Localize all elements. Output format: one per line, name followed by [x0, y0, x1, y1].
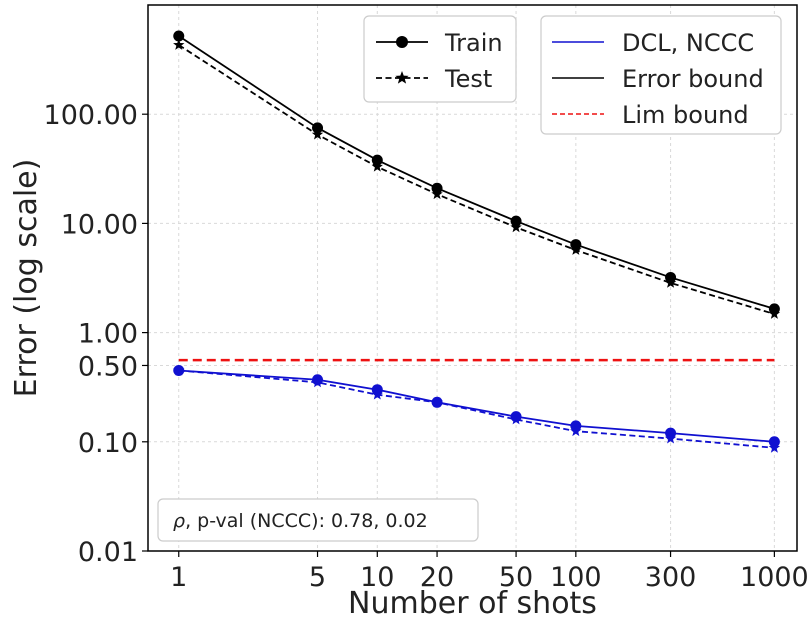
data-point-circle	[768, 436, 780, 448]
legend-line-style: Train Test	[363, 15, 517, 103]
data-point-circle	[510, 215, 522, 227]
annotation-values: , p-val (NCCC): 0.78, 0.02	[185, 510, 428, 532]
data-point-star	[510, 221, 522, 233]
x-tick-label: 1	[170, 562, 187, 593]
legend-label: Test	[444, 65, 492, 93]
y-tick-label: 0.01	[78, 537, 138, 568]
series-line	[178, 35, 775, 310]
legend-label: Lim bound	[622, 101, 749, 129]
data-point-star	[664, 432, 677, 444]
data-point-circle	[431, 182, 443, 194]
data-point-star	[173, 39, 185, 50]
ticks: 1 5 10 20 50 100 300 1000 0.01 0.10 0.501.00 10.00 1…	[44, 100, 809, 593]
data-point-circle	[371, 154, 383, 166]
annotation-text: ρ, p-val (NCCC): 0.78, 0.02	[173, 510, 428, 532]
series-layer	[173, 30, 781, 453]
series-line	[178, 369, 775, 443]
legend-method: DCL, NCCC Error bound Lim bound	[540, 15, 782, 135]
legend-label: Train	[444, 29, 503, 57]
data-point-circle	[173, 30, 185, 42]
annotation-box	[157, 498, 479, 542]
y-axis-title: Error (log scale)	[9, 159, 44, 398]
data-point-star	[510, 413, 522, 425]
x-tick-label: 5	[309, 562, 326, 593]
data-point-star	[570, 244, 582, 255]
data-point-star	[431, 188, 443, 200]
correlation-annotation: ρ, p-val (NCCC): 0.78, 0.02	[157, 498, 479, 542]
legend-label: Error bound	[622, 65, 764, 93]
data-point-star	[570, 425, 582, 437]
y-tick-label: 100.00	[44, 100, 138, 131]
legend-label: DCL, NCCC	[622, 29, 754, 57]
data-point-star	[664, 276, 677, 288]
series-error-bound-test	[173, 39, 781, 319]
legend-marker-circle	[396, 36, 408, 48]
x-axis-title: Number of shots	[348, 586, 597, 621]
y-tick-label: 1.00	[78, 319, 138, 350]
x-tick-label: 20	[420, 562, 454, 593]
data-point-star	[311, 376, 324, 388]
x-tick-label: 10	[360, 562, 394, 593]
y-tick-label: 0.50	[78, 351, 138, 382]
x-tick-label: 100	[550, 562, 602, 593]
series-error-bound-train	[173, 30, 780, 315]
annotation-rho: ρ	[173, 510, 185, 532]
data-point-circle	[312, 122, 324, 134]
legend-marker-star	[395, 71, 409, 84]
series-dcl-nccc-test	[173, 364, 781, 453]
y-tick-label: 0.10	[78, 428, 138, 459]
data-point-star	[371, 160, 383, 172]
plot-frame	[147, 4, 798, 552]
series-line	[178, 44, 775, 315]
x-tick-label: 50	[499, 562, 533, 593]
y-tick-label: 10.00	[61, 209, 138, 240]
data-point-star	[768, 441, 781, 453]
data-point-star	[431, 396, 443, 408]
x-tick-label: 300	[645, 562, 697, 593]
data-point-star	[173, 364, 185, 376]
x-tick-label: 1000	[740, 562, 809, 593]
legend-box	[540, 15, 782, 135]
data-point-star	[371, 388, 383, 400]
data-point-star	[311, 128, 324, 140]
data-point-star	[768, 308, 781, 319]
